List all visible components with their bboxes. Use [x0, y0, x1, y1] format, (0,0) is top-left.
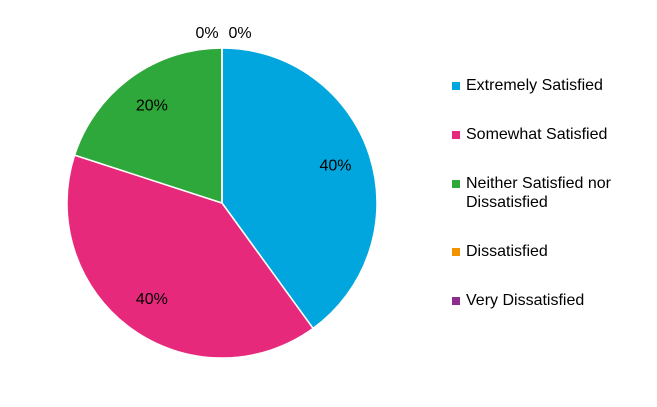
legend-item: Dissatisfied — [452, 242, 642, 261]
legend-label: Neither Satisfied nor Dissatisfied — [466, 175, 611, 211]
legend-item: Neither Satisfied nor Dissatisfied — [452, 174, 642, 212]
pie-area: 40% 40% 20% 0% 0% — [66, 25, 378, 359]
data-label: 40% — [319, 157, 351, 174]
legend-swatch — [452, 180, 460, 188]
legend: Extremely Satisfied Somewhat Satisfied Nei… — [452, 76, 642, 310]
pie-slice — [73, 47, 223, 205]
legend-label: Extremely Satisfied — [466, 77, 603, 94]
legend-item: Very Dissatisfied — [452, 291, 642, 310]
legend-label: Dissatisfied — [466, 243, 548, 260]
pie-slice — [66, 154, 315, 359]
legend-swatch — [452, 82, 460, 90]
legend-swatch — [452, 131, 460, 139]
data-label: 0% — [195, 25, 218, 42]
pie-slice — [221, 47, 378, 330]
legend-item: Extremely Satisfied — [452, 76, 642, 95]
legend-item: Somewhat Satisfied — [452, 125, 642, 144]
legend-swatch — [452, 248, 460, 256]
data-label: 20% — [136, 98, 168, 115]
legend-label: Very Dissatisfied — [466, 292, 585, 309]
legend-swatch — [452, 297, 460, 305]
data-label: 40% — [136, 291, 168, 308]
legend-label: Somewhat Satisfied — [466, 126, 608, 143]
data-label: 0% — [228, 25, 251, 42]
